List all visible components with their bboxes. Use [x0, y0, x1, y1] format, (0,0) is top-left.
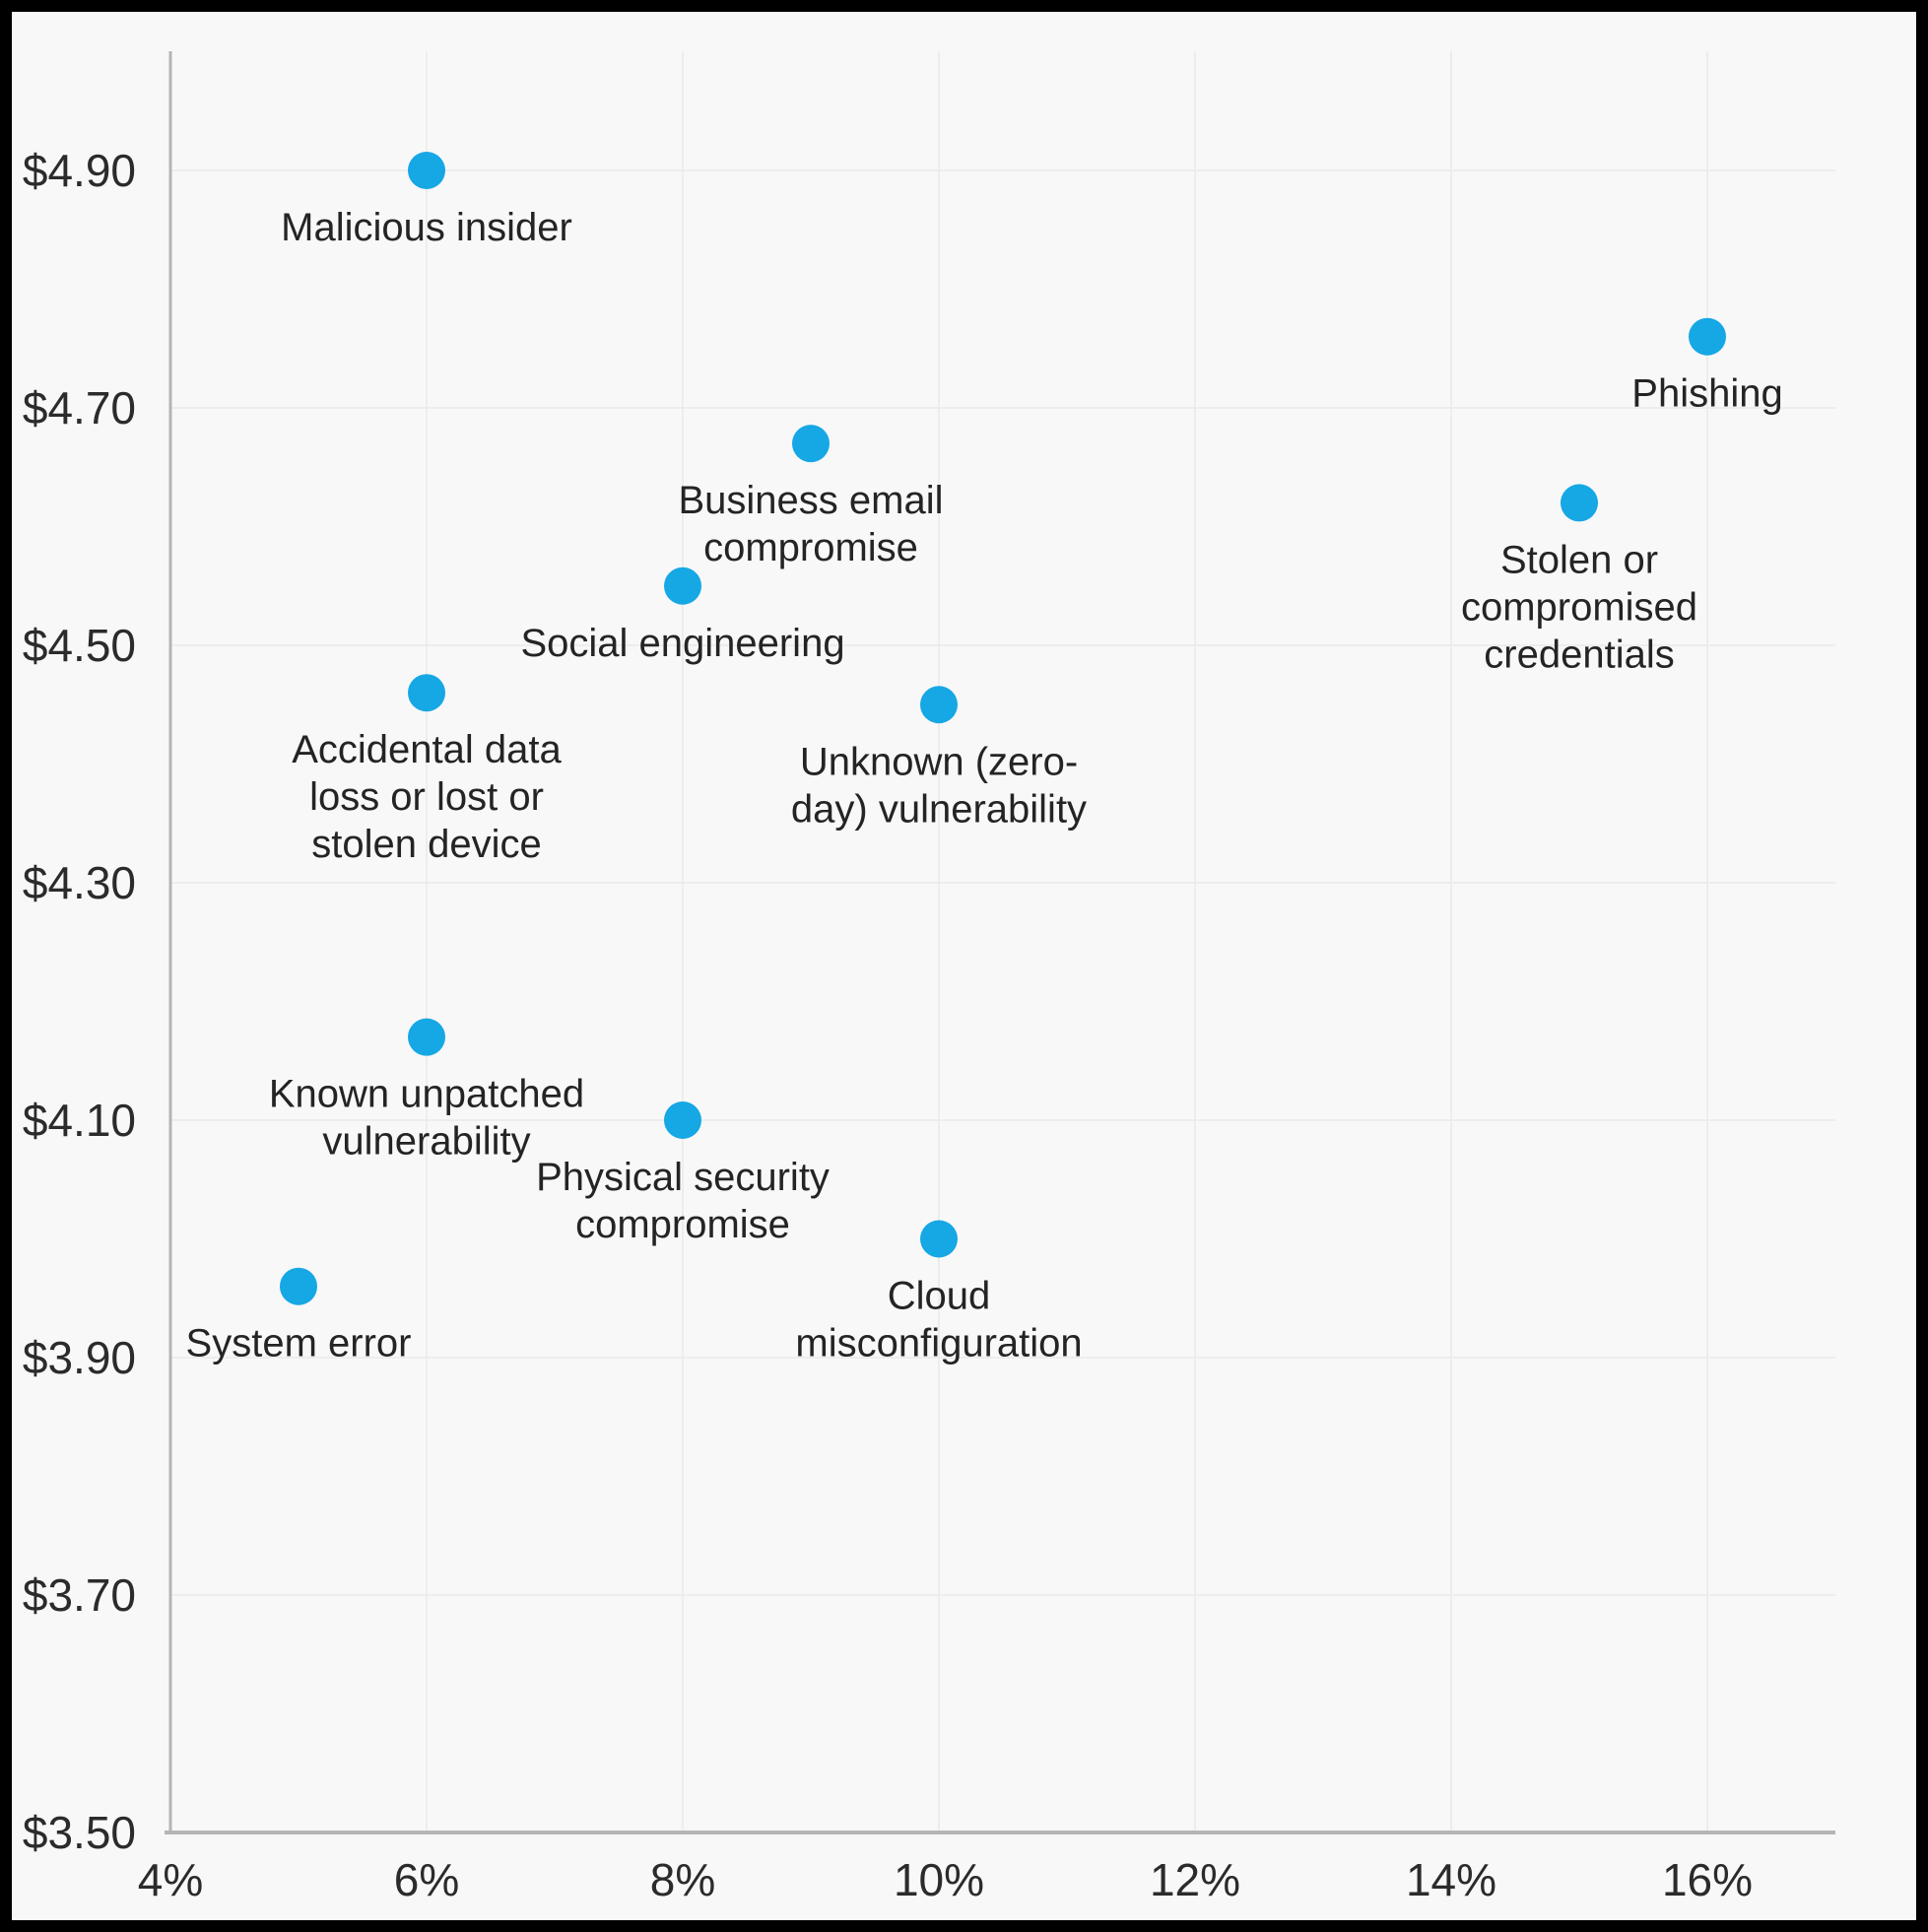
data-label-line: credentials	[1484, 633, 1674, 676]
chart-canvas: $3.50 $3.70 $3.90 $4.10 $4.30 $4.50 $4.70 $4.90…	[12, 12, 1916, 1920]
data-label-line: misconfiguration	[795, 1322, 1082, 1366]
data-label-line: Cloud	[888, 1275, 991, 1318]
data-label-line: compromise	[575, 1203, 790, 1246]
data-label-unknown-zero-day-vulnerability: Unknown (zero-day) vulnerability	[791, 740, 1087, 831]
data-label-known-unpatched-vulnerability: Known unpatched vulnerability	[269, 1073, 584, 1164]
data-label-malicious-insider: Malicious insider	[281, 206, 572, 249]
x-tick-4: 4%	[138, 1854, 203, 1905]
data-label-line: Physical security	[536, 1156, 830, 1199]
data-point-stolen-or-compromised-credentials	[1561, 484, 1598, 522]
data-label-physical-security-compromise: Physical security compromise	[536, 1156, 830, 1246]
y-tick-4-30: $4.30	[23, 857, 136, 908]
y-tick-4-70: $4.70	[23, 382, 136, 433]
data-label-line: Unknown (zero-	[800, 740, 1078, 783]
data-point-malicious-insider	[408, 152, 445, 189]
data-point-phishing	[1689, 317, 1726, 356]
data-label-line: System error	[186, 1322, 412, 1366]
data-label-line: compromised	[1461, 585, 1697, 629]
y-tick-3-50: $3.50	[23, 1807, 136, 1858]
data-label-accidental-data-loss-or-lost-or-stolen-device: Accidental data loss or lost or stolen dev…	[292, 728, 562, 866]
data-point-system-error	[280, 1267, 317, 1305]
data-label-business-email-compromise: Business email compromise	[678, 479, 943, 569]
x-tick-8: 8%	[650, 1854, 715, 1905]
x-tick-10: 10%	[894, 1854, 984, 1905]
scatter-chart: $3.50 $3.70 $3.90 $4.10 $4.30 $4.50 $4.70 $4.90…	[23, 51, 1835, 1905]
data-point-unknown-zero-day-vulnerability	[920, 686, 958, 724]
data-label-cloud-misconfiguration: Cloud misconfiguration	[795, 1275, 1082, 1366]
y-tick-4-10: $4.10	[23, 1095, 136, 1146]
data-label-line: compromise	[703, 526, 918, 569]
data-label-line: day) vulnerability	[791, 787, 1087, 831]
data-label-stolen-or-compromised-credentials: Stolen or compromised credentials	[1461, 538, 1697, 676]
data-label-line: Malicious insider	[281, 206, 572, 249]
data-point-business-email-compromise	[792, 425, 830, 463]
data-point-social-engineering	[664, 566, 701, 605]
x-tick-16: 16%	[1662, 1854, 1753, 1905]
data-label-line: Social engineering	[520, 622, 844, 665]
y-tick-4-50: $4.50	[23, 620, 136, 671]
x-tick-14: 14%	[1406, 1854, 1496, 1905]
data-label-line: Phishing	[1631, 372, 1782, 416]
data-point-cloud-misconfiguration	[920, 1220, 958, 1258]
y-tick-3-90: $3.90	[23, 1332, 136, 1383]
y-tick-4-90: $4.90	[23, 145, 136, 196]
x-tick-6: 6%	[394, 1854, 459, 1905]
data-label-line: Stolen or	[1500, 538, 1658, 581]
data-point-known-unpatched-vulnerability	[408, 1018, 445, 1056]
x-tick-12: 12%	[1150, 1854, 1240, 1905]
data-point-accidental-data-loss-or-lost-or-stolen-device	[408, 674, 445, 712]
data-label-line: stolen device	[311, 823, 541, 866]
data-label-line: Known unpatched	[269, 1073, 584, 1116]
data-label-social-engineering: Social engineering	[520, 622, 844, 665]
data-label-phishing: Phishing	[1631, 372, 1782, 416]
data-label-system-error: System error	[186, 1322, 412, 1366]
data-label-line: loss or lost or	[309, 775, 544, 819]
data-label-line: Business email	[678, 479, 943, 522]
data-label-line: Accidental data	[292, 728, 562, 771]
y-tick-3-70: $3.70	[23, 1569, 136, 1621]
data-point-physical-security-compromise	[664, 1101, 701, 1139]
data-label-line: vulnerability	[322, 1120, 530, 1164]
